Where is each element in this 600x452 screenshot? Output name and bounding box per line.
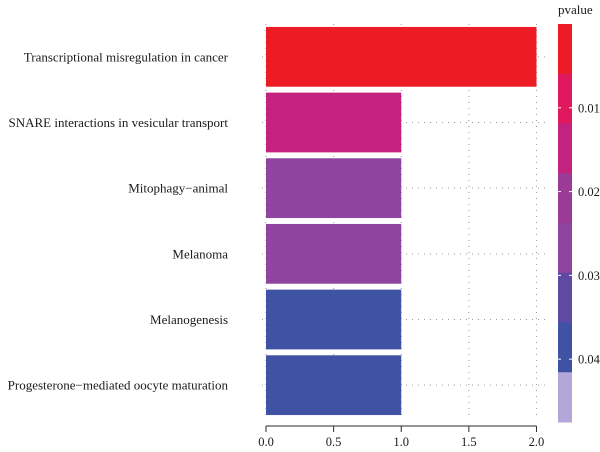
x-tick-label: 1.0: [393, 435, 409, 449]
bar: [266, 26, 537, 87]
bar: [266, 223, 402, 284]
legend-tick-label: 0.04: [578, 353, 600, 367]
category-label: Mitophagy−animal: [128, 181, 228, 196]
category-label: SNARE interactions in vesicular transpor…: [8, 115, 228, 130]
category-label: Melanoma: [172, 246, 228, 261]
legend-color-swatch: [558, 173, 572, 224]
bar: [266, 92, 402, 153]
legend-tick-label: 0.01: [578, 101, 600, 115]
legend-color-swatch: [558, 123, 572, 174]
legend-color-swatch: [558, 24, 572, 75]
legend-title: pvalue: [558, 2, 593, 17]
bar: [266, 158, 402, 219]
x-tick-label: 1.5: [461, 435, 477, 449]
legend-tick-label: 0.03: [578, 269, 600, 283]
category-label: Progesterone−mediated oocyte maturation: [8, 378, 229, 393]
legend-color-swatch: [558, 372, 572, 423]
legend-color-swatch: [558, 223, 572, 274]
x-tick-label: 0.5: [326, 435, 342, 449]
pvalue-legend: pvalue 0.01 0.02 0.03 0.04: [558, 2, 600, 423]
x-tick-label: 2.0: [529, 435, 545, 449]
bar: [266, 355, 402, 416]
x-axis: 0.0 0.5 1.0 1.5 2.0: [258, 425, 545, 449]
bar: [266, 289, 402, 350]
category-label: Transcriptional misregulation in cancer: [24, 49, 229, 64]
category-labels: Transcriptional misregulation in cancer S…: [8, 49, 229, 392]
bars-group: [266, 26, 537, 416]
category-label: Melanogenesis: [150, 312, 228, 327]
legend-color-swatch: [558, 322, 572, 373]
legend-color-swatch: [558, 272, 572, 323]
legend-tick-label: 0.02: [578, 185, 600, 199]
legend-color-swatch: [558, 73, 572, 124]
x-tick-label: 0.0: [258, 435, 274, 449]
